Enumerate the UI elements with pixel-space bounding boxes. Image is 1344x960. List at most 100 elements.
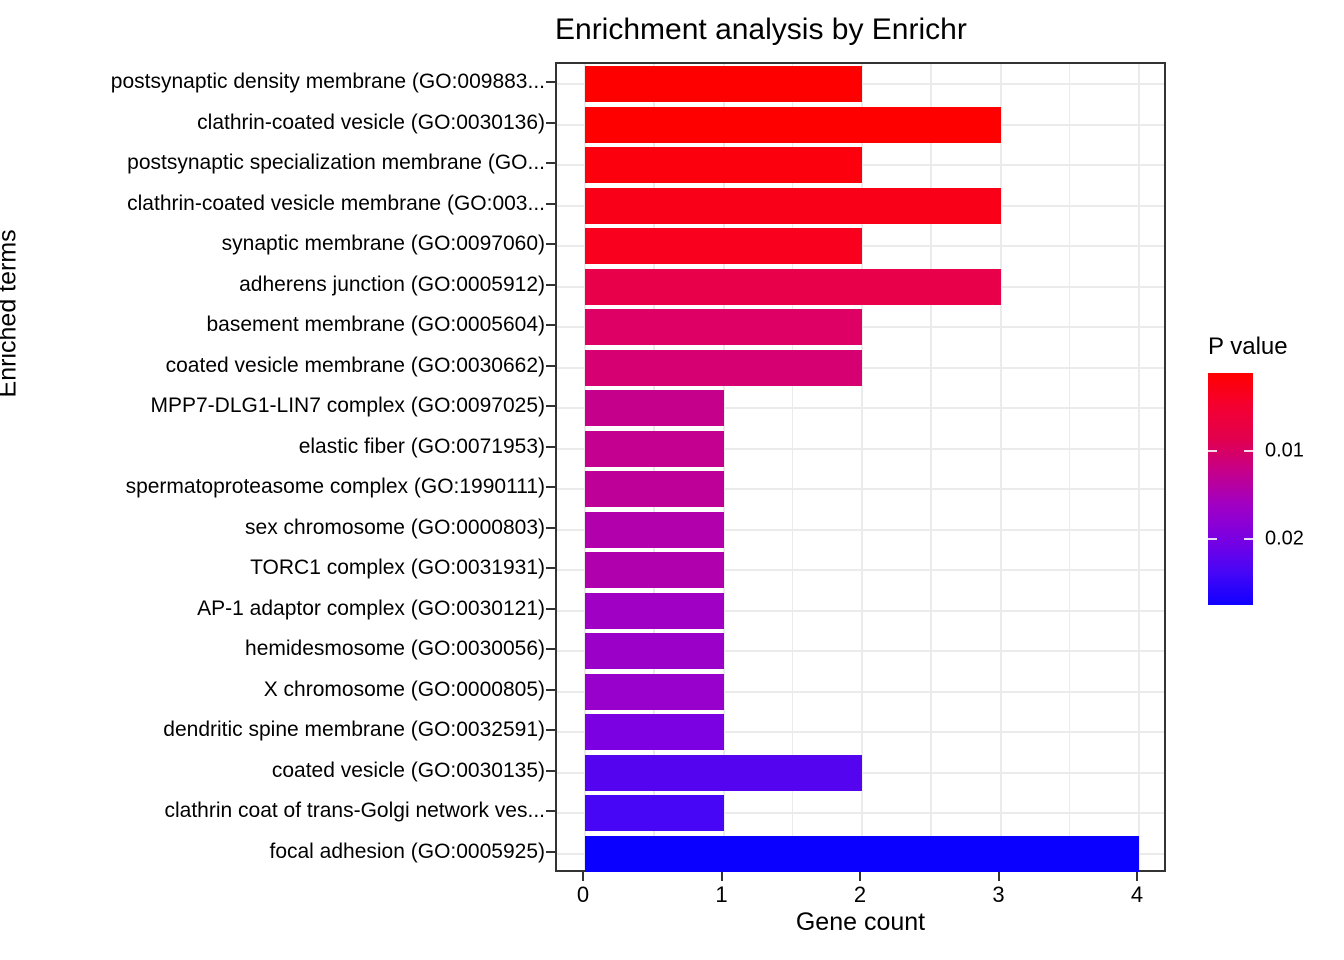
category-label: dendritic spine membrane (GO:0032591) xyxy=(163,718,545,741)
bar xyxy=(585,754,862,791)
bar xyxy=(585,633,724,670)
x-gridline xyxy=(1068,64,1071,870)
y-tick-mark xyxy=(546,405,555,408)
bar xyxy=(585,66,862,103)
legend-tick-label: 0.01 xyxy=(1265,439,1304,462)
category-label: elastic fiber (GO:0071953) xyxy=(298,434,545,458)
x-tick-mark xyxy=(720,872,723,881)
x-gridline xyxy=(930,64,932,870)
category-label: coated vesicle (GO:0030135) xyxy=(271,758,545,782)
x-gridline xyxy=(1138,64,1140,870)
bar xyxy=(585,552,724,589)
y-tick-mark xyxy=(546,769,555,772)
category-label: hemidesmosome (GO:0030056) xyxy=(245,637,545,660)
category-label: adherens junction (GO:0005912) xyxy=(239,272,545,296)
category-label: clathrin-coated vesicle membrane (GO:003… xyxy=(127,191,545,215)
y-tick-mark xyxy=(546,283,555,286)
x-gridline xyxy=(584,64,586,870)
y-axis-title: Enriched terms xyxy=(0,229,22,398)
x-tick-mark xyxy=(1136,872,1138,881)
x-gridline xyxy=(722,64,725,870)
y-tick-mark xyxy=(546,324,555,327)
bar xyxy=(585,795,724,832)
y-tick-mark xyxy=(546,243,555,246)
x-tick-label: 2 xyxy=(853,882,867,907)
y-tick-mark xyxy=(546,648,555,651)
y-tick-mark xyxy=(546,445,555,448)
bar xyxy=(585,147,862,184)
bar xyxy=(585,228,862,265)
category-label: postsynaptic specialization membrane (GO… xyxy=(127,151,545,174)
legend-gradient-bar xyxy=(1208,373,1253,605)
x-axis-title: Gene count xyxy=(795,908,926,936)
bar xyxy=(585,106,1001,143)
category-label: basement membrane (GO:0005604) xyxy=(206,313,545,336)
x-gridline xyxy=(791,64,794,870)
category-label: coated vesicle membrane (GO:0030662) xyxy=(165,353,545,377)
x-tick-label: 4 xyxy=(1130,882,1144,907)
category-label: X chromosome (GO:0000805) xyxy=(263,677,545,701)
y-tick-mark xyxy=(546,486,555,489)
bar xyxy=(585,349,862,386)
y-gridline xyxy=(557,690,1164,693)
x-gridline xyxy=(861,64,863,870)
category-label: spermatoproteasome complex (GO:1990111) xyxy=(125,475,545,498)
bar xyxy=(585,430,724,467)
y-tick-mark xyxy=(546,121,555,124)
category-label: MPP7-DLG1-LIN7 complex (GO:0097025) xyxy=(150,394,546,417)
bar xyxy=(585,187,1001,224)
y-gridline xyxy=(557,407,1164,410)
y-tick-mark xyxy=(546,688,555,691)
bar xyxy=(585,511,724,548)
plot-panel xyxy=(555,62,1166,872)
category-label: postsynaptic density membrane (GO:009883… xyxy=(110,70,545,93)
category-label: TORC1 complex (GO:0031931) xyxy=(250,556,545,579)
x-tick-label: 3 xyxy=(992,882,1005,907)
category-label: sex chromosome (GO:0000803) xyxy=(245,515,545,539)
y-tick-mark xyxy=(546,202,555,205)
bar xyxy=(585,673,724,710)
bar xyxy=(585,714,724,751)
bar xyxy=(585,471,724,508)
y-gridline xyxy=(557,447,1164,450)
y-tick-mark xyxy=(546,567,555,570)
legend-title: P value xyxy=(1208,333,1288,360)
y-tick-mark xyxy=(546,364,555,367)
bar xyxy=(585,309,862,346)
bar xyxy=(585,390,724,427)
y-gridline xyxy=(557,569,1164,572)
category-label: AP-1 adaptor complex (GO:0030121) xyxy=(197,596,545,620)
y-tick-mark xyxy=(546,729,555,732)
plot-title: Enrichment analysis by Enrichr xyxy=(555,13,967,46)
y-tick-mark xyxy=(546,607,555,610)
x-tick-mark xyxy=(997,872,1000,881)
y-tick-mark xyxy=(546,810,555,813)
category-label: synaptic membrane (GO:0097060) xyxy=(221,232,545,255)
x-gridline xyxy=(653,64,655,870)
category-label: clathrin coat of trans-Golgi network ves… xyxy=(164,799,546,822)
legend-tick-mark xyxy=(1244,449,1253,452)
x-tick-mark xyxy=(582,872,584,881)
category-label: focal adhesion (GO:0005925) xyxy=(269,839,545,863)
y-gridline xyxy=(557,650,1164,653)
y-tick-mark xyxy=(546,81,555,84)
bar xyxy=(585,268,1001,305)
y-tick-mark xyxy=(546,850,555,853)
x-tick-mark xyxy=(859,872,861,881)
y-gridline xyxy=(557,731,1164,734)
legend-tick-mark xyxy=(1244,538,1253,541)
legend-tick-label: 0.02 xyxy=(1265,527,1304,550)
category-label: clathrin-coated vesicle (GO:0030136) xyxy=(197,110,545,134)
bar xyxy=(585,835,1139,872)
y-gridline xyxy=(557,528,1164,531)
y-gridline xyxy=(557,488,1164,491)
x-tick-label: 1 xyxy=(715,882,728,907)
bar xyxy=(585,592,724,629)
legend-tick-mark xyxy=(1208,538,1217,541)
x-tick-label: 0 xyxy=(576,882,590,907)
y-gridline xyxy=(557,609,1164,612)
y-tick-mark xyxy=(546,526,555,529)
y-tick-mark xyxy=(546,162,555,165)
y-axis-category-labels: postsynaptic density membrane (GO:009883… xyxy=(0,62,545,872)
